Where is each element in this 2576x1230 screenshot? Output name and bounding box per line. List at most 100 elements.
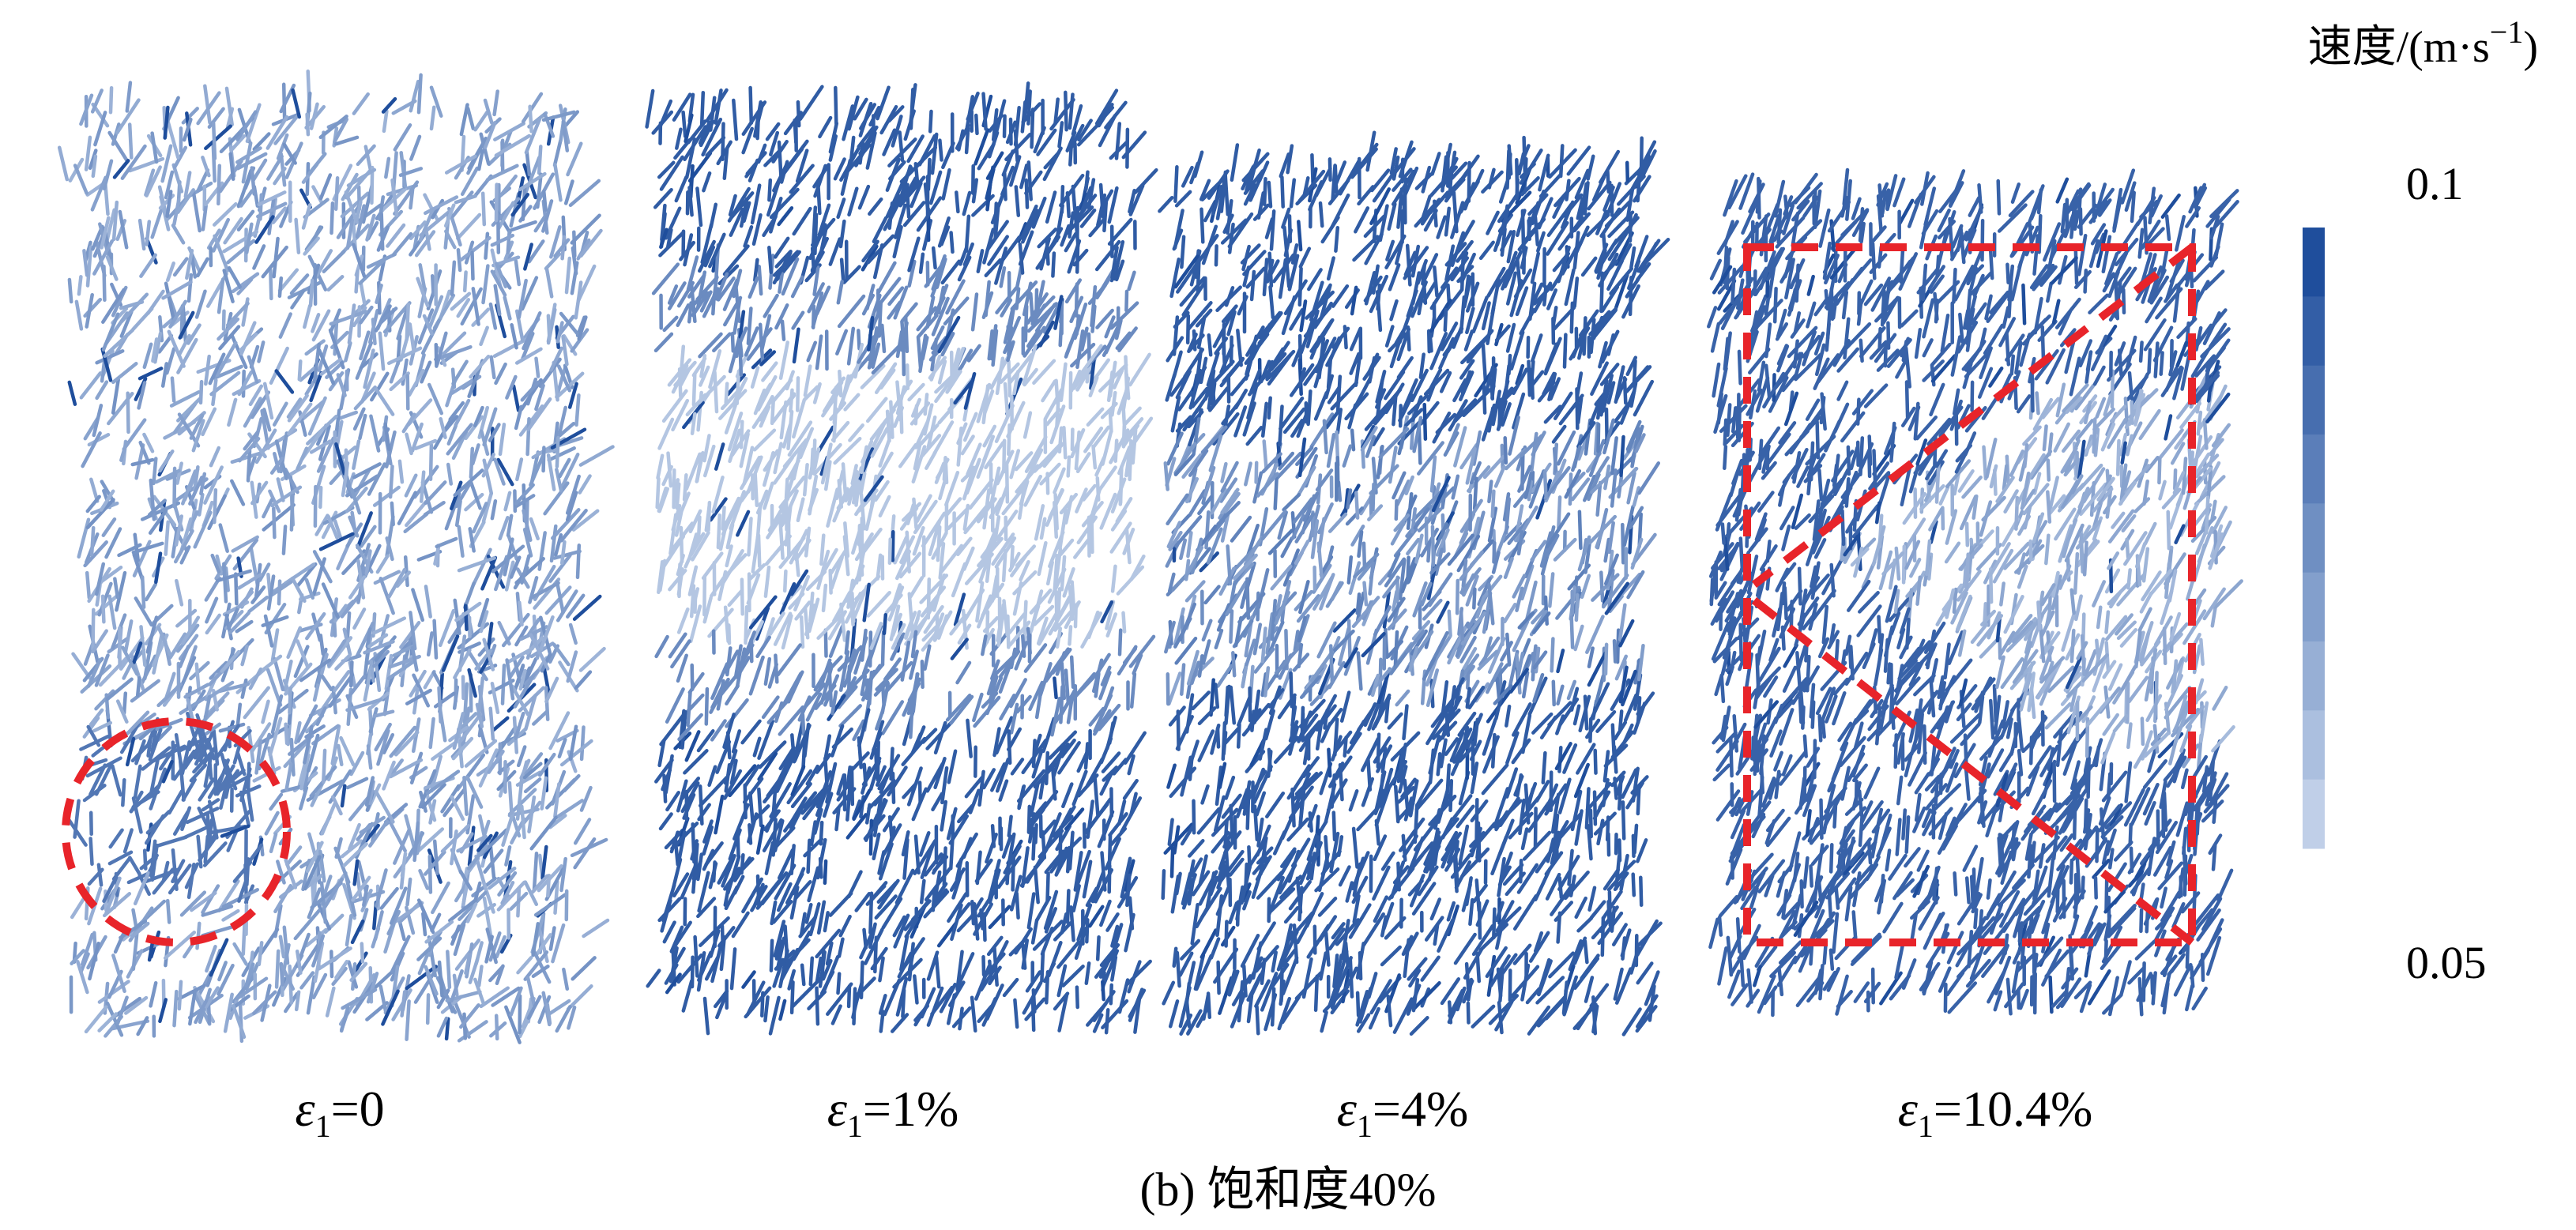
vector-arrow — [207, 769, 227, 799]
vector-arrow — [165, 190, 173, 218]
vector-arrow — [1099, 899, 1112, 927]
vector-arrow — [514, 404, 524, 431]
vector-arrow — [934, 284, 949, 318]
vector-arrow — [1031, 739, 1037, 769]
vector-arrow — [728, 764, 757, 798]
vector-arrow — [557, 737, 567, 758]
vector-arrow — [1011, 854, 1016, 892]
vector-arrow — [311, 313, 321, 333]
vector-arrow — [1556, 430, 1576, 466]
vector-arrow — [186, 862, 196, 900]
vector-arrow — [1030, 999, 1036, 1033]
vector-arrow — [304, 874, 323, 890]
vector-arrow — [341, 987, 378, 1010]
vector-arrow — [738, 348, 744, 377]
vector-arrow — [457, 556, 496, 573]
vector-arrow — [702, 596, 713, 624]
vector-arrow — [262, 502, 296, 532]
vector-arrow — [828, 237, 842, 266]
vector-arrow — [686, 255, 699, 292]
vector-arrow — [467, 668, 477, 698]
vector-arrow — [519, 758, 531, 781]
vector-arrow — [576, 264, 597, 303]
vector-arrow — [86, 724, 101, 747]
vector-arrow — [1331, 164, 1337, 201]
vector-arrow — [698, 332, 723, 359]
vector-arrow — [859, 960, 864, 1000]
vector-arrow — [271, 206, 288, 224]
vector-arrow — [461, 675, 465, 701]
vector-arrow — [378, 984, 388, 1015]
vector-arrow — [1331, 284, 1350, 308]
vector-arrow — [333, 846, 351, 884]
vector-arrow — [92, 720, 113, 733]
vector-arrow — [372, 649, 390, 668]
vector-arrow — [1490, 489, 1496, 518]
vector-arrow — [962, 242, 974, 267]
vector-arrow — [962, 190, 972, 216]
vector-arrow — [1045, 560, 1054, 586]
vector-arrow — [1074, 430, 1081, 471]
vector-arrow — [115, 699, 129, 724]
vector-arrow — [1230, 143, 1240, 182]
vector-arrow — [1128, 188, 1136, 214]
vector-arrow — [551, 508, 581, 540]
vector-arrow — [878, 956, 885, 983]
vector-arrow — [714, 442, 725, 471]
vector-arrow — [1433, 807, 1441, 830]
vector-arrow — [1285, 260, 1291, 288]
vector-arrow — [331, 966, 348, 986]
vector-arrow — [656, 453, 665, 480]
vector-arrow — [923, 852, 943, 877]
vector-arrow — [707, 765, 717, 788]
vector-arrow — [518, 668, 527, 691]
vector-arrow — [161, 860, 170, 882]
vector-arrow — [333, 670, 351, 693]
vector-arrow — [938, 138, 943, 162]
vector-arrow — [254, 739, 263, 775]
vector-arrow — [574, 280, 583, 320]
vector-arrow — [1049, 97, 1075, 131]
vector-arrow — [1009, 875, 1022, 912]
vector-arrow — [1481, 343, 1488, 383]
vector-arrow — [827, 694, 846, 721]
vector-arrow — [1268, 685, 1282, 715]
vector-arrow — [851, 585, 869, 621]
vector-arrow — [89, 763, 107, 796]
vector-arrow — [319, 357, 343, 376]
vector-arrow — [333, 117, 349, 144]
vector-arrow — [1068, 830, 1075, 871]
vector-arrow — [509, 220, 537, 232]
vector-arrow — [767, 178, 773, 202]
vector-arrow — [309, 371, 323, 403]
vector-arrow — [1022, 367, 1038, 387]
vector-arrow — [861, 293, 876, 316]
vector-arrow — [552, 139, 563, 167]
vector-arrow — [459, 713, 483, 743]
vector-arrow — [119, 720, 141, 754]
vector-arrow — [175, 461, 183, 485]
vector-arrow — [690, 955, 695, 989]
vector-arrow — [725, 683, 740, 706]
vector-arrow — [1115, 331, 1132, 350]
vector-arrow — [356, 144, 376, 167]
vector-arrow — [90, 88, 104, 114]
vector-arrow — [227, 397, 238, 427]
vector-arrow — [213, 487, 218, 525]
vector-arrow — [326, 275, 345, 292]
vector-arrow — [1053, 991, 1070, 1011]
vector-arrow — [361, 245, 366, 273]
vector-arrow — [1346, 555, 1354, 585]
vector-arrow — [1097, 103, 1114, 128]
vector-arrow — [645, 88, 655, 129]
vector-arrow — [891, 115, 903, 148]
vector-arrow — [518, 600, 524, 627]
vector-arrow — [379, 886, 399, 910]
vector-arrow — [923, 644, 932, 671]
vector-arrow — [154, 551, 163, 585]
vector-arrow — [739, 432, 750, 468]
vector-arrow — [181, 615, 201, 645]
vector-arrow — [1009, 702, 1019, 735]
vector-arrow — [1158, 195, 1174, 213]
vector-arrow — [266, 115, 289, 150]
